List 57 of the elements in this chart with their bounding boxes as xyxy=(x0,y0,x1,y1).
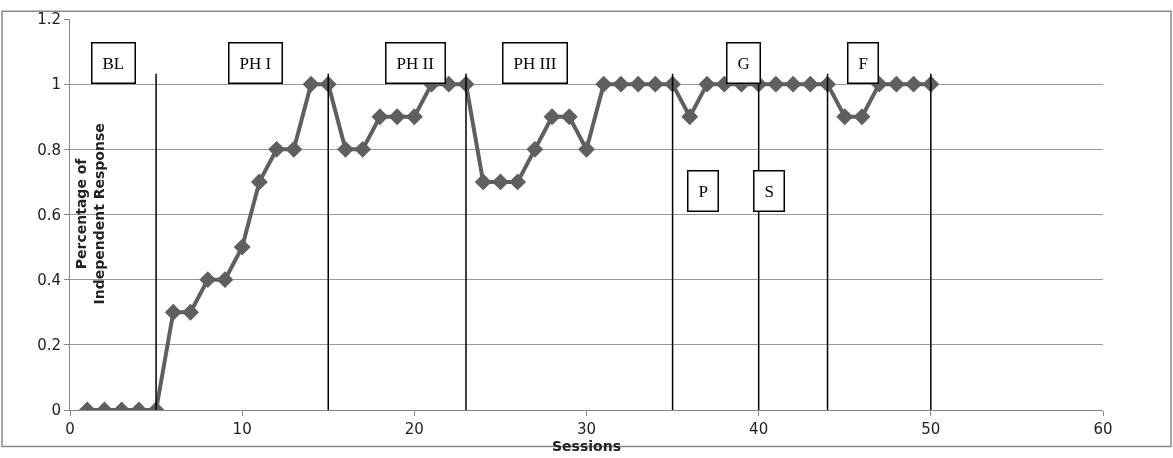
point xyxy=(474,173,492,191)
y-tick-label: 0.4 xyxy=(37,270,61,289)
point xyxy=(182,303,199,321)
y-tick-label: 1 xyxy=(51,75,61,94)
point xyxy=(285,140,303,158)
annotation: BL xyxy=(102,53,125,73)
point xyxy=(337,140,354,158)
point xyxy=(526,140,544,158)
point xyxy=(371,108,389,126)
point xyxy=(887,75,905,93)
annotation: PH I xyxy=(239,53,272,73)
x-tick-label: 10 xyxy=(232,420,252,438)
point xyxy=(250,173,268,191)
point xyxy=(784,75,802,93)
point xyxy=(629,75,647,93)
point xyxy=(405,108,423,126)
y-tick-label: 0 xyxy=(51,401,61,420)
annotation: P xyxy=(698,181,708,201)
annotation: PH III xyxy=(513,53,557,73)
x-tick-label: 20 xyxy=(404,420,424,438)
y-tick-label: 0.2 xyxy=(37,336,61,355)
point xyxy=(164,303,182,321)
y-tick-label: 1.2 xyxy=(37,10,61,29)
annotation: F xyxy=(858,53,868,73)
x-tick-label: 0 xyxy=(65,420,75,438)
point xyxy=(698,75,716,93)
point xyxy=(595,75,613,93)
point xyxy=(302,75,320,93)
point xyxy=(543,108,561,126)
x-tick-label: 50 xyxy=(921,420,941,438)
point xyxy=(354,140,372,158)
point xyxy=(199,271,217,289)
point xyxy=(268,140,286,158)
point xyxy=(560,108,578,126)
point xyxy=(681,108,699,126)
point xyxy=(905,75,923,93)
point xyxy=(836,108,854,126)
point xyxy=(612,75,630,93)
point xyxy=(646,75,664,93)
x-tick-label: 40 xyxy=(749,420,769,438)
point xyxy=(388,108,406,126)
annotation: S xyxy=(764,181,774,201)
point xyxy=(853,108,871,126)
y-tick-label: 0.8 xyxy=(37,140,61,159)
point xyxy=(767,75,785,93)
x-tick-label: 60 xyxy=(1093,420,1113,438)
y-tick-label: 0.6 xyxy=(37,205,61,224)
point xyxy=(509,173,527,191)
point xyxy=(216,271,234,289)
x-axis-title: Sessions xyxy=(552,438,621,454)
annotation: PH II xyxy=(396,53,435,73)
x-tick-label: 30 xyxy=(576,420,597,438)
point xyxy=(578,140,595,158)
y-axis-title: Percentage of Independent Response xyxy=(72,123,107,305)
point xyxy=(801,75,819,93)
point xyxy=(233,238,251,256)
annotation: G xyxy=(737,53,750,73)
